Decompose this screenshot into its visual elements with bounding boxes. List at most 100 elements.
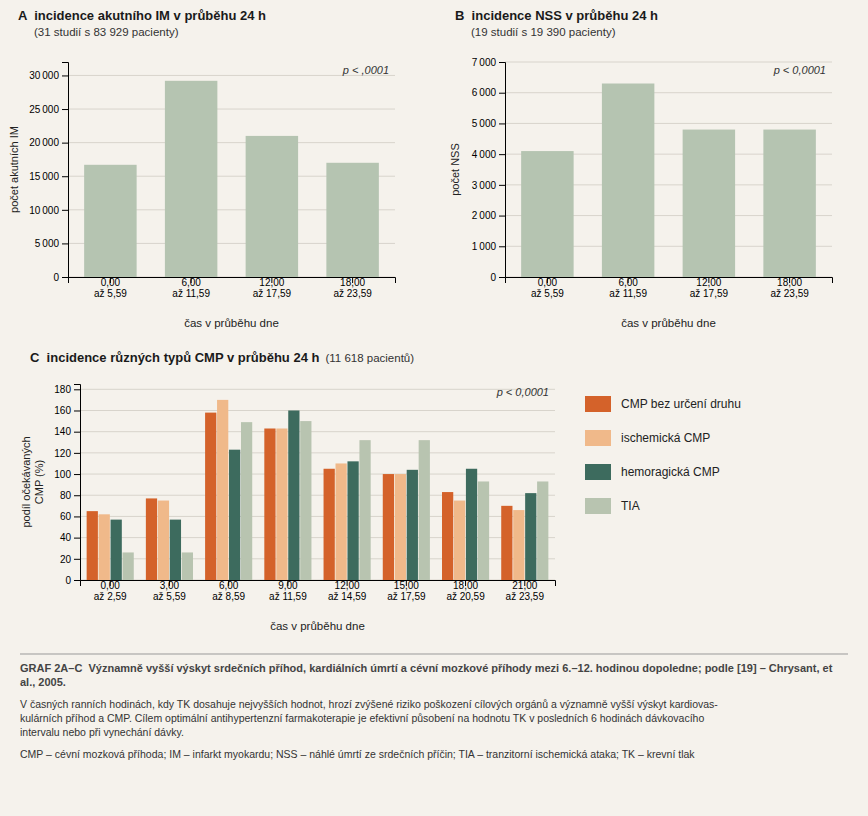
text-line: až 23,59 — [333, 288, 372, 299]
y-tick-label: 180 — [54, 384, 71, 395]
x-tick-label: 18,00až 23,59 — [333, 277, 372, 299]
legend-label: TIA — [621, 499, 640, 513]
bar — [146, 498, 157, 580]
text-line: až 2,59 — [94, 591, 127, 602]
y-tick-label: 3 000 — [472, 180, 497, 191]
x-tick: 6,00až 11,59 — [609, 277, 647, 299]
y-tick-mark — [74, 389, 80, 390]
chart-title: B incidence NSS v průběhu 24 h — [455, 8, 658, 23]
y-tick: 3 000 — [472, 180, 505, 191]
y-tick-mark — [499, 123, 505, 124]
y-tick-label: 40 — [60, 532, 72, 543]
y-tick: 5 000 — [472, 118, 505, 129]
grid-line — [80, 389, 555, 390]
bar — [217, 400, 228, 580]
legend-swatch — [585, 430, 611, 446]
bar — [324, 469, 335, 580]
y-tick: 20 000 — [29, 137, 68, 148]
text-line: 21,00 — [512, 580, 537, 591]
legend: CMP bez určení druhuischemická CMPhemora… — [585, 396, 741, 514]
y-tick-mark — [62, 277, 68, 278]
y-tick-label: 10 000 — [29, 205, 59, 216]
bar — [99, 514, 110, 580]
text-line: až 17,59 — [253, 288, 292, 299]
text-line: 0,00 — [538, 277, 558, 288]
y-tick-label: 4 000 — [472, 149, 497, 160]
text-line: CMP (%) — [33, 460, 45, 504]
y-tick-mark — [499, 216, 505, 217]
text-line: intervalu nebo při vynechání dávky. — [20, 726, 184, 738]
text-line: počet akutních IM — [8, 126, 20, 213]
bars — [84, 81, 379, 277]
y-tick-mark — [74, 559, 80, 560]
text-line: až 17,59 — [690, 288, 729, 299]
y-tick: 7 000 — [472, 57, 505, 68]
text-line: 12,00 — [259, 277, 284, 288]
y-tick-mark — [499, 62, 505, 63]
y-tick-label: 6 000 — [472, 87, 497, 98]
text-line: 18,00 — [777, 277, 802, 288]
y-tick-label: 5 000 — [472, 118, 497, 129]
y-tick: 80 — [60, 490, 80, 501]
x-tick-label: 9,00až 11,59 — [269, 580, 307, 602]
text-line: 9,00 — [278, 580, 298, 591]
y-tick-label: 7 000 — [472, 57, 497, 68]
y-tick-label: 140 — [54, 426, 71, 437]
text-line: až 17,59 — [387, 591, 426, 602]
bars — [521, 84, 816, 278]
grid-line — [80, 474, 555, 475]
y-tick-label: 120 — [54, 448, 71, 459]
x-axis-title: čas v průběhu dne — [621, 317, 716, 329]
x-tick: 21,00až 23,59 — [506, 580, 545, 602]
bar — [123, 552, 134, 580]
x-tick: 18,00až 23,59 — [770, 277, 809, 299]
text-line: až 11,59 — [172, 288, 210, 299]
y-axis: 01 0002 0003 0004 0005 0006 0007 000 — [472, 57, 506, 283]
bar — [165, 81, 217, 277]
y-tick-mark — [62, 109, 68, 110]
x-tick: 12,00až 17,59 — [690, 277, 729, 299]
text-line: GRAF 2A–C Významně vyšší výskyt srdečníc… — [20, 662, 833, 674]
chart-subtitle: (11 618 pacientů) — [325, 352, 414, 364]
figure: A incidence akutního IM v průběhu 24 h(3… — [0, 0, 868, 816]
x-tick: 18,00až 23,59 — [333, 277, 372, 299]
caption-text: V časných ranních hodinách, kdy TK dosah… — [20, 698, 718, 738]
bar — [763, 130, 815, 277]
y-tick-label: 5 000 — [35, 238, 60, 249]
grid — [505, 62, 832, 277]
text-line: až 20,59 — [446, 591, 485, 602]
y-tick-mark — [74, 538, 80, 539]
grid-line — [80, 410, 555, 411]
y-tick-mark — [499, 185, 505, 186]
text-line: 0,00 — [101, 277, 121, 288]
annotation: p < 0,0001 — [496, 386, 549, 398]
x-tick-label: 3,00až 5,59 — [153, 580, 186, 602]
bar — [454, 501, 465, 580]
x-tick: 12,00až 17,59 — [253, 277, 292, 299]
grid-line — [80, 431, 555, 432]
text-line: až 11,59 — [609, 288, 647, 299]
x-tick-label: 18,00až 23,59 — [770, 277, 809, 299]
y-tick-mark — [74, 495, 80, 496]
grid-line — [80, 452, 555, 453]
text-line: až 5,59 — [153, 591, 186, 602]
x-tick: 0,00až 5,59 — [94, 277, 127, 299]
y-tick-label: 60 — [60, 511, 72, 522]
y-tick-label: 1 000 — [472, 241, 497, 252]
series — [123, 421, 549, 580]
x-axis: 0,00až 5,596,00až 11,5912,00až 17,5918,0… — [69, 277, 396, 299]
x-tick-label: 15,00až 17,59 — [387, 580, 426, 602]
separator — [20, 654, 848, 655]
y-tick: 2 000 — [472, 210, 505, 221]
text-line: až 23,59 — [770, 288, 809, 299]
y-tick: 100 — [54, 469, 80, 480]
x-tick-label: 0,00až 5,59 — [531, 277, 564, 299]
bar — [246, 136, 298, 277]
grid-line — [505, 92, 832, 93]
annotation: p < ,0001 — [342, 64, 389, 76]
caption-title: GRAF 2A–C Významně vyšší výskyt srdečníc… — [20, 662, 833, 688]
y-axis-line — [62, 63, 69, 278]
y-tick-mark — [62, 210, 68, 211]
plot: 01 0002 0003 0004 0005 0006 0007 0000,00… — [449, 57, 833, 329]
y-tick: 140 — [54, 426, 80, 437]
